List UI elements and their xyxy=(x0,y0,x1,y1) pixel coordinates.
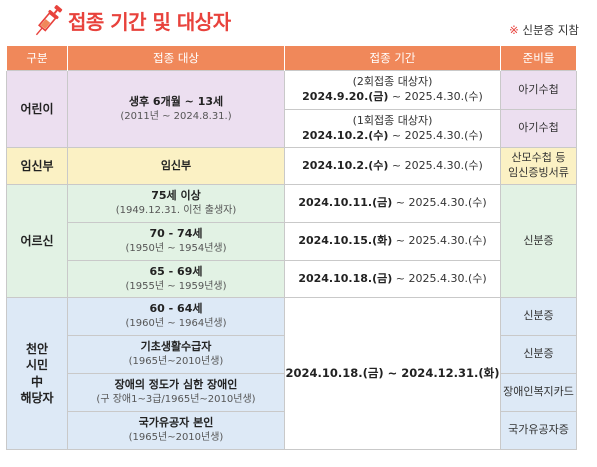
target-sub: (1965년~2010년생) xyxy=(128,432,224,444)
period-start: 2024.9.20.(금) xyxy=(302,90,389,103)
target-name: 75세 이상 xyxy=(151,189,201,203)
prep-cell: 신분증 xyxy=(500,335,577,374)
group-pregnant: 임신부 xyxy=(6,147,68,185)
id-card-note: ※ 신분증 지참 xyxy=(509,22,579,38)
target-sub: (1965년~2010년생) xyxy=(128,356,224,368)
target-sub: (1960년 ~ 1964년생) xyxy=(125,318,227,330)
target-sub: (1955년 ~ 1959년생) xyxy=(125,280,227,292)
table-row: 어린이 생후 6개월 ~ 13세 (2011년 ~ 2024.8.31.) (2… xyxy=(6,70,577,148)
target-name: 기초생활수급자 xyxy=(140,340,212,354)
dose-note: (2회접종 대상자) xyxy=(352,75,433,89)
prep-cell: 장애인복지카드 xyxy=(500,373,577,412)
target-name: 70 - 74세 xyxy=(149,227,203,241)
period-start: 2024.10.15.(화) xyxy=(298,234,393,248)
table-row: 국가유공자 본인 (1965년~2010년생) 국가유공자증 xyxy=(7,411,577,450)
target-name: 60 - 64세 xyxy=(149,302,203,316)
prep-cell: 국가유공자증 xyxy=(500,411,577,450)
period-end: ~ 2025.4.30.(수) xyxy=(392,196,487,210)
group-line: 해당자 xyxy=(20,390,54,405)
vaccination-schedule-table: 구분 접종 대상 접종 기간 준비물 어린이 생후 6개월 ~ 13세 (201… xyxy=(6,46,577,450)
page-title: 접종 기간 및 대상자 xyxy=(68,10,231,34)
header-group: 구분 xyxy=(6,46,68,71)
prep-cell: 산모수첩 등 임신증빙서류 xyxy=(500,147,577,185)
period-cell: 2024.10.11.(금) ~ 2025.4.30.(수) xyxy=(284,184,501,223)
target-name: 장애의 정도가 심한 장애인 xyxy=(114,378,238,392)
prep-line: 임신증빙서류 xyxy=(508,166,569,179)
header-target: 접종 대상 xyxy=(67,46,285,71)
group-elderly: 어르신 xyxy=(6,184,68,298)
table-row: 65 - 69세 (1955년 ~ 1959년생) 2024.10.18.(금)… xyxy=(7,260,577,298)
period-cell: (1회접종 대상자) 2024.10.2.(수) ~ 2025.4.30.(수) xyxy=(284,109,501,148)
period-cell: 2024.10.2.(수) ~ 2025.4.30.(수) xyxy=(284,147,501,185)
period-cell: 2024.10.18.(금) ~ 2025.4.30.(수) xyxy=(284,260,501,298)
target-sub: (구 장애1~3급/1965년~2010년생) xyxy=(96,394,256,406)
period-start: 2024.10.11.(금) xyxy=(298,196,393,210)
period-end: ~ 2025.4.30.(수) xyxy=(388,128,483,142)
prep-line: 산모수첩 등 xyxy=(511,151,566,165)
target-cell: 국가유공자 본인 (1965년~2010년생) xyxy=(67,411,285,450)
table-row: 천안 시민 中 해당자 60 - 64세 (1960년 ~ 1964년생) 20… xyxy=(6,297,577,450)
group-line: 천안 xyxy=(25,342,49,357)
note-mark: ※ xyxy=(509,23,519,37)
target-cell: 기초생활수급자 (1965년~2010년생) xyxy=(67,335,285,374)
syringe-icon xyxy=(35,5,63,36)
table-row: 70 - 74세 (1950년 ~ 1954년생) 2024.10.15.(화)… xyxy=(7,222,577,261)
prep-cell: 신분증 xyxy=(500,297,577,336)
prep-cell: 아기수첩 xyxy=(500,109,577,148)
target-cell: 65 - 69세 (1955년 ~ 1959년생) xyxy=(67,260,285,298)
note-text: 신분증 지참 xyxy=(518,23,579,37)
table-row: 장애의 정도가 심한 장애인 (구 장애1~3급/1965년~2010년생) 장… xyxy=(7,373,577,412)
table-header-row: 구분 접종 대상 접종 기간 준비물 xyxy=(6,46,577,71)
page-header: 접종 기간 및 대상자 ※ 신분증 지참 xyxy=(0,0,597,46)
table-row: 임신부 임신부 2024.10.2.(수) ~ 2025.4.30.(수) 산모… xyxy=(6,147,577,185)
group-child: 어린이 xyxy=(6,70,68,148)
period-start: 2024.10.2.(수) xyxy=(302,158,389,172)
table-row: 기초생활수급자 (1965년~2010년생) 신분증 xyxy=(7,335,577,374)
target-sub: (2011년 ~ 2024.8.31.) xyxy=(120,110,232,122)
period-end: ~ 2025.4.30.(수) xyxy=(392,234,487,248)
period-cell: (2회접종 대상자) 2024.9.20.(금) ~ 2025.4.30.(수) xyxy=(284,70,501,110)
target-sub: (1950년 ~ 1954년생) xyxy=(125,243,227,255)
period-end: ~ 2025.4.30.(수) xyxy=(388,90,483,103)
table-row: 어르신 75세 이상 (1949.12.31. 이전 출생자) 2024.10.… xyxy=(6,184,577,298)
prep-cell: 신분증 xyxy=(500,184,577,298)
group-line: 시민 xyxy=(25,358,49,373)
period-cell: 2024.10.15.(화) ~ 2025.4.30.(수) xyxy=(284,222,501,261)
target-cell: 장애의 정도가 심한 장애인 (구 장애1~3급/1965년~2010년생) xyxy=(67,373,285,412)
dose-note: (1회접종 대상자) xyxy=(352,113,433,127)
target-cell: 75세 이상 (1949.12.31. 이전 출생자) xyxy=(67,184,285,223)
target-pregnant: 임신부 xyxy=(67,147,285,185)
prep-cell: 아기수첩 xyxy=(500,70,577,110)
period-end: ~ 2025.4.30.(수) xyxy=(388,158,483,172)
period-end: ~ 2025.4.30.(수) xyxy=(392,271,487,285)
target-cell: 60 - 64세 (1960년 ~ 1964년생) xyxy=(67,297,285,336)
target-name: 생후 6개월 ~ 13세 xyxy=(128,94,224,108)
target-cell: 70 - 74세 (1950년 ~ 1954년생) xyxy=(67,222,285,261)
group-local: 천안 시민 中 해당자 xyxy=(6,297,68,450)
target-child: 생후 6개월 ~ 13세 (2011년 ~ 2024.8.31.) xyxy=(67,70,285,148)
group-line: 中 xyxy=(30,374,43,389)
period-start: 2024.10.2.(수) xyxy=(302,128,389,142)
header-period: 접종 기간 xyxy=(284,46,501,71)
target-sub: (1949.12.31. 이전 출생자) xyxy=(115,205,237,217)
header-prep: 준비물 xyxy=(500,46,577,71)
period-start: 2024.10.18.(금) xyxy=(298,271,393,285)
period-local: 2024.10.18.(금) ~ 2024.12.31.(화) xyxy=(284,297,501,450)
target-name: 65 - 69세 xyxy=(149,264,203,278)
target-name: 국가유공자 본인 xyxy=(138,416,214,430)
